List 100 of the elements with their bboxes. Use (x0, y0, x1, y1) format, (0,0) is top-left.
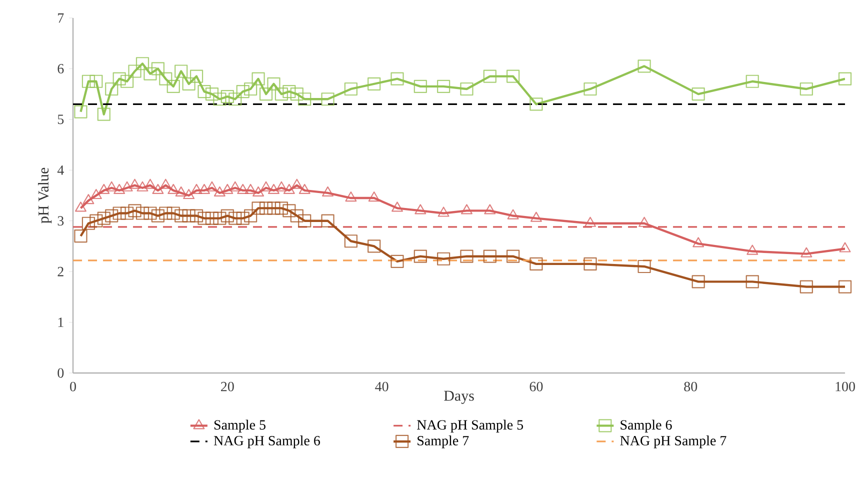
point (260, 181, 272, 192)
point (390, 254, 404, 268)
point (222, 184, 234, 194)
point (105, 82, 118, 96)
point (144, 178, 156, 189)
point (190, 209, 204, 222)
point (213, 92, 226, 106)
y-tick-label: 0 (58, 368, 64, 378)
point (97, 108, 110, 121)
point (291, 178, 303, 189)
point (392, 202, 403, 212)
point (236, 212, 250, 225)
point (483, 250, 496, 263)
legend-label: Sample 5 (214, 420, 266, 432)
x-axis-title: Days (444, 390, 474, 404)
point (182, 209, 196, 222)
point (368, 191, 380, 202)
point (800, 280, 813, 294)
point (274, 88, 288, 101)
point (321, 92, 334, 106)
point (82, 216, 95, 230)
point (460, 82, 474, 96)
y-tick-label: 5 (58, 114, 64, 124)
point (220, 90, 234, 104)
point (800, 247, 812, 258)
legend-label: NAG pH Sample 6 (214, 436, 320, 448)
point (282, 84, 296, 98)
point (252, 186, 264, 197)
x-tick-label: 60 (530, 382, 543, 392)
point (90, 214, 103, 228)
point (839, 242, 851, 252)
point (692, 88, 705, 101)
legend-label: NAG pH Sample 7 (620, 436, 726, 448)
point (160, 178, 172, 189)
x-tick-label: 40 (375, 382, 388, 392)
point (506, 70, 520, 83)
point (390, 72, 404, 86)
x-tick-label: 20 (221, 382, 234, 392)
point (530, 212, 542, 222)
point (692, 275, 705, 288)
point (82, 194, 94, 204)
point (274, 202, 288, 215)
point (128, 204, 142, 218)
point (159, 72, 172, 86)
point (344, 82, 358, 96)
y-tick-label: 3 (58, 216, 64, 226)
y-tick-label: 2 (58, 266, 64, 276)
point (244, 209, 258, 222)
point (437, 80, 450, 94)
point (214, 186, 226, 197)
point (267, 77, 280, 90)
point (838, 72, 852, 86)
point (190, 184, 202, 194)
point (82, 74, 95, 88)
point (105, 209, 118, 222)
point (228, 92, 242, 106)
point (298, 184, 310, 194)
point (267, 202, 280, 215)
point (98, 184, 110, 194)
point (506, 250, 520, 263)
point (344, 234, 358, 248)
y-tick-label: 6 (58, 64, 64, 74)
x-tick-label: 0 (70, 382, 76, 392)
y-axis-title: pH Value (38, 168, 52, 224)
point (244, 184, 256, 194)
point (74, 105, 88, 118)
point (175, 186, 187, 197)
point (190, 70, 204, 83)
point (97, 212, 110, 225)
point (159, 206, 172, 220)
point (74, 202, 86, 212)
point (252, 202, 265, 215)
point (584, 82, 597, 96)
point (228, 212, 242, 225)
point (144, 67, 157, 80)
point (800, 82, 813, 96)
point (530, 257, 543, 271)
point (90, 74, 103, 88)
point (298, 214, 312, 228)
point (198, 84, 211, 98)
point (290, 209, 304, 222)
point (166, 206, 180, 220)
point (298, 92, 312, 106)
point (236, 84, 250, 98)
point (74, 230, 88, 243)
point (213, 212, 226, 225)
point (112, 206, 126, 220)
y-tick-label: 7 (58, 13, 64, 23)
point (414, 250, 427, 263)
point (746, 244, 758, 255)
point (244, 82, 258, 96)
point (205, 212, 219, 225)
point (276, 181, 288, 192)
point (151, 62, 164, 76)
point (120, 74, 134, 88)
point (268, 184, 280, 194)
point (120, 206, 134, 220)
point (259, 202, 273, 215)
point (322, 186, 334, 197)
point (166, 80, 180, 94)
